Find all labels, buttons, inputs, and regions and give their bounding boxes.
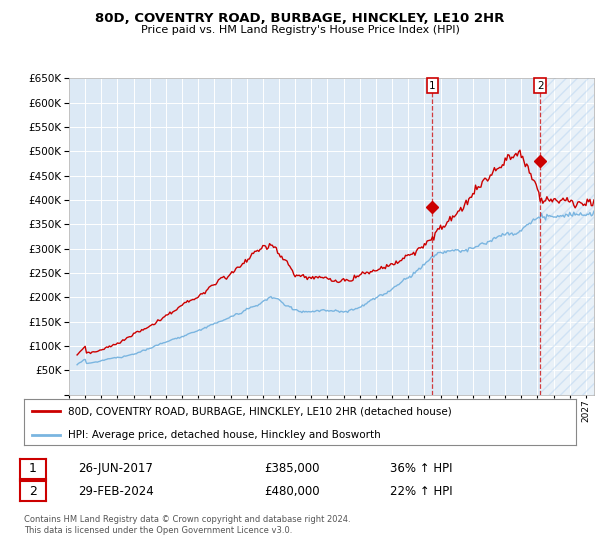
Text: 36% ↑ HPI: 36% ↑ HPI <box>390 462 452 475</box>
Text: 1: 1 <box>29 462 37 475</box>
Text: 26-JUN-2017: 26-JUN-2017 <box>78 462 153 475</box>
Text: This data is licensed under the Open Government Licence v3.0.: This data is licensed under the Open Gov… <box>24 526 292 535</box>
Text: HPI: Average price, detached house, Hinckley and Bosworth: HPI: Average price, detached house, Hinc… <box>68 430 381 440</box>
Text: 80D, COVENTRY ROAD, BURBAGE, HINCKLEY, LE10 2HR: 80D, COVENTRY ROAD, BURBAGE, HINCKLEY, L… <box>95 12 505 25</box>
Text: 2: 2 <box>29 484 37 498</box>
Text: 2: 2 <box>537 81 544 91</box>
Text: Contains HM Land Registry data © Crown copyright and database right 2024.: Contains HM Land Registry data © Crown c… <box>24 515 350 524</box>
Text: 22% ↑ HPI: 22% ↑ HPI <box>390 484 452 498</box>
Text: £385,000: £385,000 <box>264 462 320 475</box>
Text: £480,000: £480,000 <box>264 484 320 498</box>
Text: 1: 1 <box>429 81 436 91</box>
Text: Price paid vs. HM Land Registry's House Price Index (HPI): Price paid vs. HM Land Registry's House … <box>140 25 460 35</box>
Text: 29-FEB-2024: 29-FEB-2024 <box>78 484 154 498</box>
Text: 80D, COVENTRY ROAD, BURBAGE, HINCKLEY, LE10 2HR (detached house): 80D, COVENTRY ROAD, BURBAGE, HINCKLEY, L… <box>68 406 452 416</box>
